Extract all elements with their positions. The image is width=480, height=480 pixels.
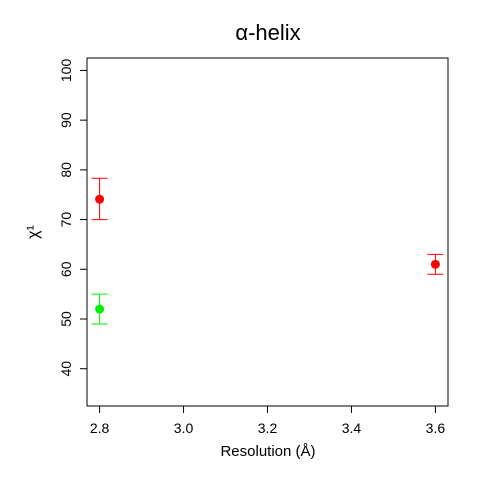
y-tick-label: 60 bbox=[58, 261, 74, 277]
y-tick-label: 90 bbox=[58, 112, 74, 128]
y-tick-label: 70 bbox=[58, 212, 74, 228]
chart-title: α-helix bbox=[235, 20, 300, 45]
data-point bbox=[95, 304, 105, 314]
y-axis-label: χ¹ bbox=[25, 225, 42, 239]
data-point bbox=[430, 259, 440, 269]
x-tick-label: 3.6 bbox=[426, 420, 446, 436]
x-tick-label: 3.4 bbox=[342, 420, 362, 436]
x-axis: 2.8 3.0 3.2 3.4 3.6 bbox=[90, 406, 445, 436]
x-tick-label: 3.0 bbox=[174, 420, 194, 436]
y-tick-label: 100 bbox=[58, 59, 74, 83]
x-tick-label: 3.2 bbox=[258, 420, 278, 436]
data-point bbox=[95, 194, 105, 204]
data-points bbox=[91, 177, 444, 325]
x-axis-label: Resolution (Å) bbox=[220, 443, 315, 460]
x-tick-label: 2.8 bbox=[90, 420, 110, 436]
y-tick-label: 80 bbox=[58, 162, 74, 178]
y-tick-label: 40 bbox=[58, 361, 74, 377]
y-axis: 40 50 60 70 80 90 100 bbox=[58, 59, 87, 377]
y-tick-label: 50 bbox=[58, 311, 74, 327]
